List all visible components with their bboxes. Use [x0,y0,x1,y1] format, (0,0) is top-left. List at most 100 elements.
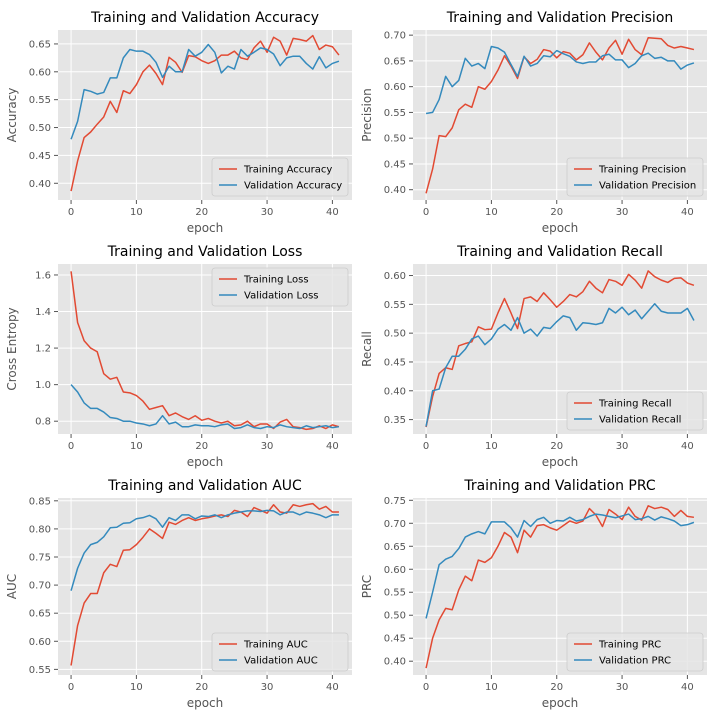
x-tick-label: 40 [681,682,694,693]
x-tick-label: 40 [326,441,339,452]
training-series-line [70,271,340,431]
x-tick-label: 20 [195,441,208,452]
chart-panel-5: 0.55 0.60 0.65 0.70 0.75 0.80 0.85 0 10 20 30 40 Tra… [5,478,352,710]
legend-entry: Validation Precision [599,181,696,192]
y-tick-label: 0.70 [384,31,406,42]
x-tick-label: 20 [195,207,208,218]
x-tick-label: 0 [423,441,429,452]
legend-entry: Training Recall [598,399,671,410]
x-tick-label: 20 [550,207,563,218]
y-tick-label: 0.60 [384,565,406,576]
x-tick-label: 40 [681,207,694,218]
legend-entry: Validation PRC [599,656,671,667]
y-axis-label: Accuracy [5,88,19,143]
chart-title: Training and Validation Precision [446,10,674,26]
y-tick-label: 1.6 [35,270,51,281]
x-tick-label: 0 [423,207,429,218]
y-tick-label: 0.55 [384,588,406,599]
y-tick-label: 0.65 [384,56,406,67]
x-axis-label: epoch [187,455,224,469]
legend-entry: Validation Recall [599,415,681,426]
validation-series-line [70,43,340,140]
y-tick-label: 0.85 [29,496,51,507]
x-axis-label: epoch [542,455,579,469]
y-tick-label: 0.65 [384,542,406,553]
training-series-line [425,36,695,194]
y-tick-label: 0.50 [29,123,51,134]
x-tick-label: 10 [130,682,143,693]
x-tick-label: 30 [616,682,629,693]
x-tick-label: 10 [485,682,498,693]
x-tick-label: 30 [261,207,274,218]
legend: Training PRC Validation PRC [566,632,704,672]
y-tick-label: 0.60 [29,67,51,78]
x-tick-label: 0 [68,682,74,693]
legend: Training Loss Validation Loss [211,267,349,307]
legend-entry: Training Loss [243,275,309,286]
training-series-line [425,270,695,428]
training-series-line [70,502,339,666]
y-tick-label: 0.60 [384,82,406,93]
y-tick-label: 0.75 [29,553,51,564]
legend: Training Precision Validation Precision [566,157,704,197]
validation-series-line [425,45,695,115]
legend-box [211,157,349,197]
x-tick-label: 20 [550,682,563,693]
y-tick-label: 0.55 [384,300,406,311]
x-tick-label: 0 [423,682,429,693]
y-tick-label: 0.55 [384,108,406,119]
chart-panel-3: 0.8 1.0 1.2 1.4 1.6 0 10 20 30 40 Training and Val… [5,244,352,469]
validation-series-line [70,384,340,430]
y-tick-label: 0.70 [29,581,51,592]
legend-entry: Training AUC [243,640,308,651]
chart-panel-6: 0.40 0.45 0.50 0.55 0.60 0.65 0.70 0.75 0 10 20 30 4… [360,478,707,710]
legend-entry: Validation AUC [244,656,318,667]
y-tick-label: 0.80 [29,524,51,535]
x-tick-label: 0 [68,441,74,452]
x-tick-label: 40 [681,441,694,452]
y-tick-label: 0.40 [384,185,406,196]
legend-entry: Training Accuracy [243,165,332,176]
x-tick-label: 10 [130,441,143,452]
legend: Training AUC Validation AUC [211,632,349,672]
training-series-line [70,34,340,192]
x-tick-label: 20 [195,682,208,693]
y-tick-label: 1.0 [35,380,51,391]
legend-entry: Training PRC [598,640,661,651]
x-tick-label: 30 [261,682,274,693]
y-axis-label: AUC [5,574,19,599]
legend-box [566,391,704,431]
training-series-line [425,505,695,669]
y-axis-label: Cross Entropy [5,307,19,390]
y-tick-label: 0.65 [29,39,51,50]
chart-title: Training and Validation Loss [107,244,303,260]
y-tick-label: 0.40 [384,386,406,397]
validation-series-line [425,513,695,619]
x-tick-label: 10 [485,207,498,218]
y-tick-label: 0.50 [384,329,406,340]
validation-series-line [425,303,695,427]
chart-panel-4: 0.35 0.40 0.45 0.50 0.55 0.60 0 10 20 30 40 Trainin… [360,244,707,469]
y-tick-label: 0.40 [384,657,406,668]
x-tick-label: 20 [550,441,563,452]
legend-box [566,157,704,197]
x-tick-label: 10 [485,441,498,452]
legend-box [566,632,704,672]
y-tick-label: 0.55 [29,665,51,676]
x-tick-label: 30 [261,441,274,452]
y-tick-label: 0.8 [35,417,51,428]
y-tick-label: 0.60 [384,271,406,282]
legend: Training Recall Validation Recall [566,391,704,431]
x-tick-label: 30 [616,207,629,218]
legend-entry: Training Precision [598,165,686,176]
y-tick-label: 0.50 [384,611,406,622]
chart-title: Training and Validation PRC [463,478,656,494]
x-axis-label: epoch [187,221,224,235]
x-axis-label: epoch [542,221,579,235]
x-tick-label: 0 [68,207,74,218]
y-tick-label: 0.45 [384,634,406,645]
x-tick-label: 40 [326,682,339,693]
legend: Training Accuracy Validation Accuracy [211,157,349,197]
y-tick-label: 0.70 [384,519,406,530]
y-tick-label: 1.4 [35,307,51,318]
